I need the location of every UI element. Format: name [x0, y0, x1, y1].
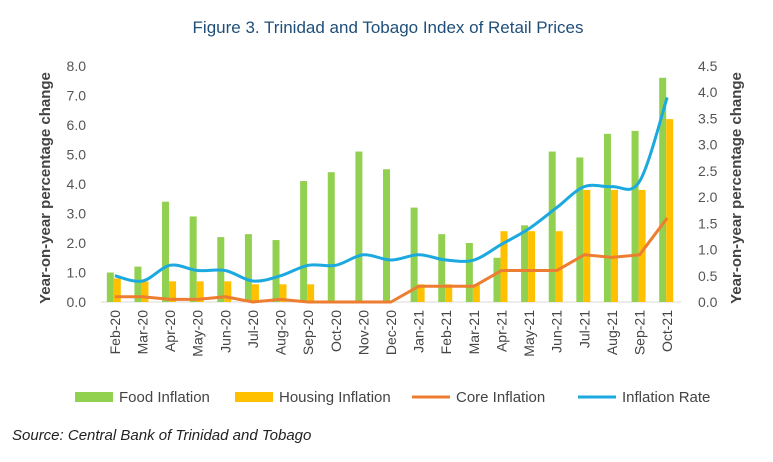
bar-food-inflation [493, 257, 501, 302]
x-tick-label: Aug-20 [273, 310, 289, 355]
bar-housing-inflation [417, 284, 425, 302]
bar-food-inflation [383, 169, 390, 302]
bar-housing-inflation [169, 281, 177, 302]
bar-housing-inflation [445, 284, 453, 302]
bar-housing-inflation [666, 119, 674, 302]
x-tick-label: Apr-21 [493, 310, 509, 352]
bar-food-inflation [355, 151, 363, 302]
y-tick-label-right: 3.5 [698, 110, 718, 126]
legend-label: Core Inflation [456, 389, 545, 406]
bar-housing-inflation [279, 284, 287, 302]
x-tick-label: Dec-20 [383, 310, 399, 355]
bar-housing-inflation [307, 284, 315, 302]
x-tick-label: Jun-21 [549, 310, 565, 353]
y-tick-label-right: 2.0 [698, 189, 718, 205]
bar-food-inflation [548, 151, 556, 302]
x-tick-label: Jan-21 [411, 310, 427, 353]
bar-food-inflation [438, 234, 446, 302]
bar-food-inflation [659, 77, 667, 302]
x-tick-label: Oct-21 [659, 310, 675, 352]
legend-label: Inflation Rate [622, 389, 710, 406]
x-tick-label: May-20 [190, 310, 206, 357]
y-tick-label-right: 0.5 [698, 268, 718, 284]
bar-housing-inflation [610, 189, 618, 302]
y-tick-label-left: 0.0 [67, 294, 87, 310]
bar-food-inflation [106, 272, 114, 302]
bar-food-inflation [189, 216, 197, 302]
bar-housing-inflation [528, 231, 536, 302]
y-tick-label-right: 1.0 [698, 242, 718, 258]
bar-housing-inflation [196, 281, 204, 302]
chart-svg: Figure 3. Trinidad and Tobago Index of R… [37, 18, 745, 406]
bar-food-inflation [631, 130, 639, 302]
y-tick-label-right: 4.0 [698, 84, 718, 100]
legend-swatch [235, 392, 273, 402]
x-tick-label: Sep-20 [300, 310, 316, 355]
chart-title: Figure 3. Trinidad and Tobago Index of R… [193, 18, 584, 37]
bar-housing-inflation [224, 281, 232, 302]
x-tick-label: Feb-21 [438, 310, 454, 355]
y-tick-label-left: 5.0 [67, 147, 87, 163]
y-axis-label-left: Year-on-year percentage change [37, 72, 54, 304]
x-tick-label: May-21 [521, 310, 537, 357]
bar-housing-inflation [583, 189, 591, 302]
bar-food-inflation [244, 234, 252, 302]
y-tick-label-left: 4.0 [67, 176, 87, 192]
bar-housing-inflation [500, 231, 508, 302]
y-tick-label-left: 3.0 [67, 206, 87, 222]
y-tick-label-left: 2.0 [67, 235, 87, 251]
legend-label: Food Inflation [119, 389, 210, 406]
x-tick-label: Jul-21 [576, 310, 592, 348]
y-tick-label-left: 6.0 [67, 117, 87, 133]
x-tick-label: Aug-21 [604, 310, 620, 355]
bar-food-inflation [576, 157, 584, 302]
bar-housing-inflation [638, 189, 646, 302]
source-note: Source: Central Bank of Trinidad and Tob… [12, 427, 312, 444]
y-axis-label-right: Year-on-year percentage change [728, 72, 745, 304]
x-tick-label: Jun-20 [217, 310, 233, 353]
x-tick-label: Nov-20 [355, 310, 371, 355]
line-core-inflation [114, 217, 669, 304]
bar-food-inflation [272, 240, 280, 302]
bar-food-inflation [521, 225, 529, 302]
y-tick-label-left: 7.0 [67, 88, 87, 104]
y-tick-label-left: 8.0 [67, 58, 87, 74]
bar-food-inflation [134, 266, 142, 302]
y-tick-label-right: 2.5 [698, 163, 718, 179]
x-tick-label: Feb-20 [107, 310, 123, 355]
bar-food-inflation [300, 181, 308, 302]
y-tick-label-left: 1.0 [67, 265, 87, 281]
y-tick-label-right: 4.5 [698, 58, 718, 74]
x-tick-label: Oct-20 [328, 310, 344, 352]
x-tick-label: Apr-20 [162, 310, 178, 352]
y-tick-label-right: 0.0 [698, 294, 718, 310]
bar-housing-inflation [113, 278, 121, 302]
bar-food-inflation [603, 133, 611, 302]
x-tick-label: Mar-21 [466, 310, 482, 355]
bar-housing-inflation [472, 284, 480, 302]
bar-food-inflation [327, 172, 335, 302]
x-tick-label: Jul-20 [245, 310, 261, 348]
y-tick-label-right: 3.0 [698, 137, 718, 153]
bar-housing-inflation [141, 281, 149, 302]
line-inflation-rate [114, 96, 669, 283]
x-tick-label: Sep-21 [632, 310, 648, 355]
legend-swatch [75, 392, 113, 402]
y-tick-label-right: 1.5 [698, 215, 718, 231]
bar-food-inflation [465, 243, 473, 302]
x-tick-label: Mar-20 [134, 310, 150, 355]
bar-housing-inflation [251, 284, 259, 302]
bar-housing-inflation [555, 231, 563, 302]
bar-food-inflation [162, 201, 170, 302]
legend-label: Housing Inflation [279, 389, 391, 406]
